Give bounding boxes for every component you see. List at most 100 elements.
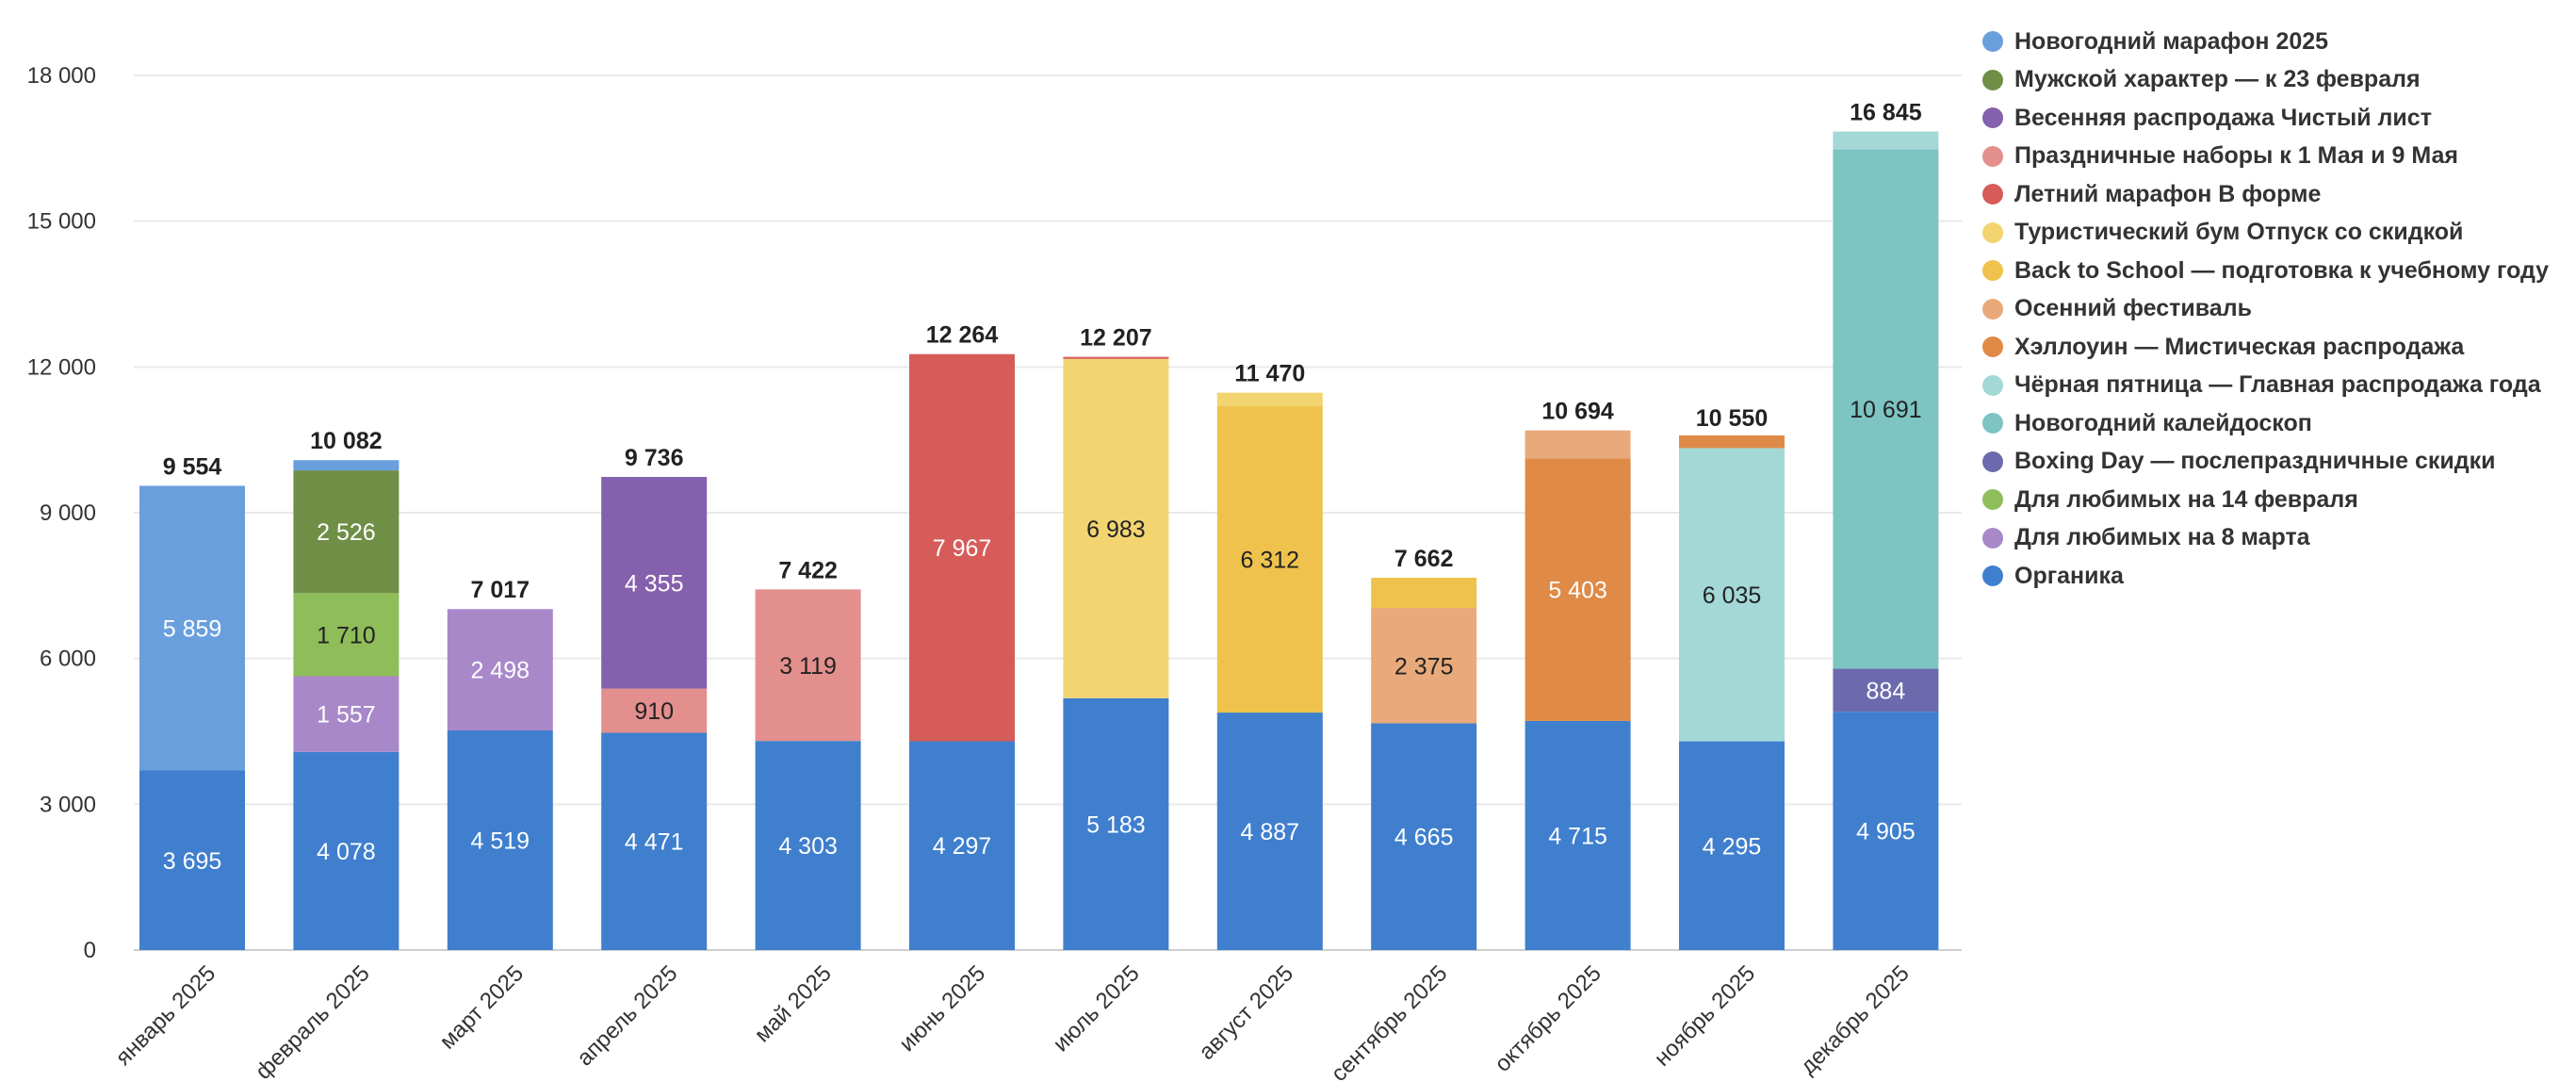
segment-value-label: 4 078 bbox=[317, 839, 376, 865]
y-tick-label: 18 000 bbox=[27, 63, 96, 89]
y-tick-label: 12 000 bbox=[27, 354, 96, 380]
legend-swatch-icon bbox=[1982, 413, 2003, 434]
bar-segment[interactable] bbox=[1371, 577, 1477, 609]
bar-total-label: 9 736 bbox=[625, 445, 684, 471]
legend-item[interactable]: Летний марафон В форме bbox=[1982, 175, 2576, 214]
bar-segment[interactable] bbox=[1679, 741, 1785, 950]
y-tick-label: 15 000 bbox=[27, 209, 96, 235]
bar-segment[interactable] bbox=[601, 477, 708, 689]
segment-value-label: 4 665 bbox=[1394, 825, 1454, 851]
bar-segment[interactable] bbox=[447, 730, 553, 950]
x-tick-label: июнь 2025 bbox=[894, 960, 990, 1057]
legend-label: Весенняя распродажа Чистый лист bbox=[2014, 104, 2432, 131]
bar-segment[interactable] bbox=[1679, 435, 1785, 449]
bar-segment[interactable] bbox=[139, 770, 245, 950]
legend-swatch-icon bbox=[1982, 107, 2003, 129]
bar-segment[interactable] bbox=[293, 470, 399, 594]
x-axis: январь 2025 февраль 2025 март 2025 апрель 2… bbox=[111, 960, 1915, 1082]
bar-segment[interactable] bbox=[293, 460, 399, 471]
legend-item[interactable]: Boxing Day — послепраздничные скидки bbox=[1982, 443, 2576, 482]
segment-value-label: 4 355 bbox=[625, 570, 684, 597]
stacked-bar-chart: 0 3 000 6 000 9 000 12 000 15 000 18 000 3 695… bbox=[27, 63, 1962, 1082]
bar-segment[interactable] bbox=[909, 741, 1015, 950]
bar-segment[interactable] bbox=[447, 609, 553, 731]
segment-value-label: 5 183 bbox=[1086, 812, 1146, 838]
bar-segment[interactable] bbox=[139, 485, 245, 771]
bar-segment[interactable] bbox=[293, 751, 399, 950]
legend-swatch-icon bbox=[1982, 221, 2003, 243]
bar-segment[interactable] bbox=[1371, 608, 1477, 724]
bar-total-label: 9 554 bbox=[163, 453, 222, 480]
legend-label: Хэллоуин — Мистическая распродажа bbox=[2014, 333, 2465, 360]
x-tick-label: ноябрь 2025 bbox=[1650, 960, 1761, 1072]
legend-label: Новогодний калейдоскоп bbox=[2014, 409, 2312, 436]
segment-value-label: 2 375 bbox=[1394, 653, 1454, 680]
segment-value-label: 1 557 bbox=[317, 702, 376, 729]
bar-segment[interactable] bbox=[1833, 131, 1939, 150]
segment-value-label: 1 710 bbox=[317, 622, 376, 648]
legend-item[interactable]: Для любимых на 14 февраля bbox=[1982, 481, 2576, 519]
y-tick-label: 6 000 bbox=[40, 647, 96, 672]
bar-segment[interactable] bbox=[1063, 358, 1169, 698]
segment-value-label: 4 295 bbox=[1703, 833, 1762, 860]
segment-value-label: 6 983 bbox=[1086, 516, 1146, 543]
legend-item[interactable]: Хэллоуин — Мистическая распродажа bbox=[1982, 328, 2576, 367]
legend-item[interactable]: Новогодний марафон 2025 bbox=[1982, 23, 2576, 61]
bar-segment[interactable] bbox=[1371, 723, 1477, 950]
segment-value-label: 5 403 bbox=[1548, 578, 1607, 604]
bar-segment[interactable] bbox=[755, 741, 861, 950]
gridlines bbox=[134, 74, 1962, 951]
legend-item[interactable]: Чёрная пятница — Главная распродажа года bbox=[1982, 367, 2576, 405]
legend-item[interactable]: Для любимых на 8 марта bbox=[1982, 519, 2576, 558]
legend-swatch-icon bbox=[1982, 260, 2003, 282]
bar-total-label: 12 207 bbox=[1080, 325, 1151, 352]
legend-swatch-icon bbox=[1982, 336, 2003, 358]
legend-item[interactable]: Мужской характер — к 23 февраля bbox=[1982, 61, 2576, 100]
bar-segment[interactable] bbox=[1679, 448, 1785, 742]
legend-item[interactable]: Весенняя распродажа Чистый лист bbox=[1982, 99, 2576, 138]
legend-swatch-icon bbox=[1982, 374, 2003, 396]
bar-segment[interactable] bbox=[1524, 430, 1631, 459]
bar-segment[interactable] bbox=[1216, 392, 1323, 406]
segment-value-label: 7 967 bbox=[933, 535, 992, 562]
legend-swatch-icon bbox=[1982, 527, 2003, 549]
bar-segment[interactable] bbox=[1833, 668, 1939, 713]
legend-item[interactable]: Новогодний калейдоскоп bbox=[1982, 404, 2576, 443]
legend-item[interactable]: Осенний фестиваль bbox=[1982, 290, 2576, 329]
bar-segment[interactable] bbox=[1524, 720, 1631, 950]
legend-label: Праздничные наборы к 1 Мая и 9 Мая bbox=[2014, 142, 2458, 170]
bar-segment[interactable] bbox=[1216, 405, 1323, 713]
legend-item[interactable]: Back to School — подготовка к учебному г… bbox=[1982, 252, 2576, 290]
y-tick-label: 9 000 bbox=[40, 500, 96, 526]
legend-swatch-icon bbox=[1982, 31, 2003, 53]
bar-segment[interactable] bbox=[293, 593, 399, 677]
bar-segment[interactable] bbox=[909, 353, 1015, 742]
bar-total-label: 10 694 bbox=[1541, 399, 1614, 425]
segment-value-label: 4 715 bbox=[1548, 823, 1607, 849]
bar-segment[interactable] bbox=[601, 732, 708, 950]
bar-segment[interactable] bbox=[1524, 458, 1631, 721]
bar-segment[interactable] bbox=[293, 676, 399, 752]
bar-segment[interactable] bbox=[755, 589, 861, 742]
legend-label: Для любимых на 14 февраля bbox=[2014, 485, 2358, 513]
bar-segment[interactable] bbox=[601, 688, 708, 733]
bar-segment[interactable] bbox=[1063, 697, 1169, 950]
legend-item[interactable]: Праздничные наборы к 1 Мая и 9 Мая bbox=[1982, 138, 2576, 176]
legend-swatch-icon bbox=[1982, 489, 2003, 511]
legend-item[interactable]: Туристический бум Отпуск со скидкой bbox=[1982, 214, 2576, 253]
bar-segment[interactable] bbox=[1216, 713, 1323, 950]
bar-total-label: 16 845 bbox=[1850, 100, 1922, 126]
segment-value-label: 10 691 bbox=[1850, 397, 1921, 423]
bar-segment[interactable] bbox=[1063, 356, 1169, 359]
bar-total-label: 7 662 bbox=[1394, 546, 1454, 572]
bar-segment[interactable] bbox=[1833, 712, 1939, 950]
bar-segment[interactable] bbox=[1833, 149, 1939, 669]
x-tick-label: январь 2025 bbox=[111, 960, 221, 1071]
legend: Новогодний марафон 2025 Мужской характер … bbox=[1982, 23, 2576, 596]
legend-swatch-icon bbox=[1982, 566, 2003, 587]
x-tick-label: декабрь 2025 bbox=[1796, 960, 1915, 1079]
legend-label: Boxing Day — послепраздничные скидки bbox=[2014, 448, 2496, 475]
legend-item[interactable]: Органика bbox=[1982, 557, 2576, 596]
segment-value-label: 3 695 bbox=[163, 848, 222, 875]
y-tick-label: 0 bbox=[84, 938, 96, 963]
